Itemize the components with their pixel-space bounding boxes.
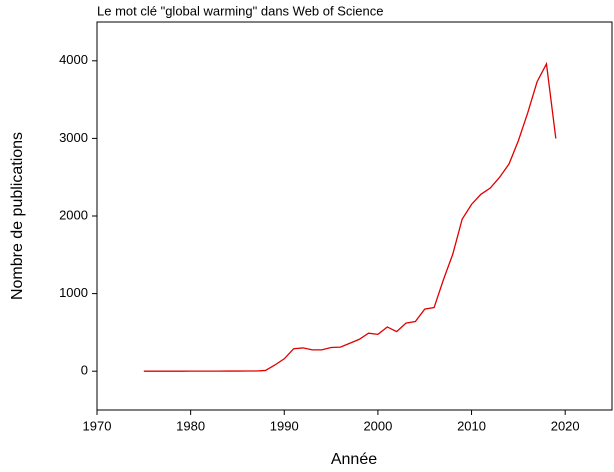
y-tick-label: 0 [81, 363, 88, 378]
y-tick-label: 4000 [59, 52, 88, 67]
y-tick-label: 3000 [59, 130, 88, 145]
x-tick-label: 1970 [83, 418, 112, 433]
x-tick-label: 2000 [363, 418, 392, 433]
y-tick-label: 1000 [59, 285, 88, 300]
plot-frame [96, 21, 613, 411]
x-tick-label: 2010 [457, 418, 486, 433]
y-tick-label: 2000 [59, 207, 88, 222]
x-tick-label: 2020 [551, 418, 580, 433]
data-line [143, 61, 557, 372]
x-axis-label: Année [331, 451, 377, 468]
x-tick-label: 1990 [270, 418, 299, 433]
x-tick-label: 1980 [176, 418, 205, 433]
chart-title: Le mot clé "global warming" dans Web of … [97, 3, 383, 18]
y-axis-label: Nombre de publications [9, 132, 26, 300]
